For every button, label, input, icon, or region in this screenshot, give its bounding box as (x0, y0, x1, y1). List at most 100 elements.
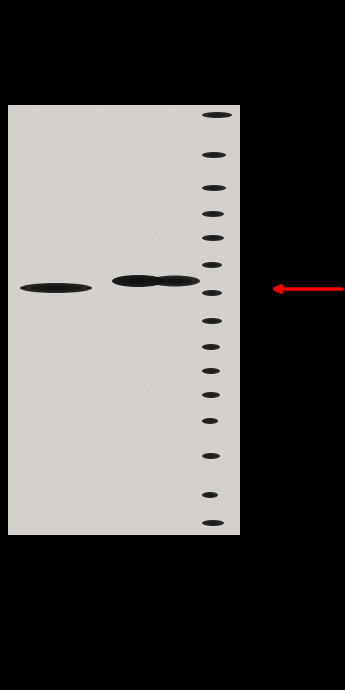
Point (146, 300, 151, 311)
Point (92, 324, 97, 335)
Point (14, 478, 20, 489)
Point (75, 516, 81, 527)
Point (231, 215, 237, 226)
Point (60, 474, 66, 485)
Point (74, 389, 80, 400)
Point (178, 491, 184, 502)
Point (89, 261, 95, 272)
Point (22, 473, 27, 484)
Point (11, 153, 17, 164)
Point (99, 225, 105, 236)
Point (201, 192, 207, 203)
Point (111, 206, 117, 217)
Point (141, 106, 147, 117)
Point (92, 104, 98, 115)
Point (27, 436, 32, 447)
Point (146, 470, 152, 481)
Point (130, 526, 136, 537)
Point (25, 142, 30, 153)
Point (112, 229, 117, 240)
Point (73, 285, 79, 296)
Point (155, 331, 160, 342)
Point (70, 471, 76, 482)
Point (161, 150, 167, 161)
Point (183, 475, 189, 486)
Point (188, 180, 194, 191)
Point (210, 104, 216, 115)
Point (13, 141, 19, 152)
Point (111, 520, 117, 531)
Point (170, 128, 176, 139)
Point (121, 273, 126, 284)
Point (149, 290, 155, 302)
Point (132, 447, 138, 458)
Point (183, 270, 188, 281)
Point (30, 258, 36, 269)
Point (221, 139, 227, 150)
Point (203, 157, 208, 168)
Point (38, 120, 43, 131)
Point (63, 123, 69, 134)
Point (58, 139, 64, 150)
Point (91, 343, 97, 354)
Point (205, 287, 210, 298)
Point (165, 354, 170, 365)
Point (158, 357, 164, 368)
Point (45, 275, 50, 286)
Point (16, 315, 22, 326)
Point (167, 399, 173, 410)
Point (145, 386, 150, 397)
Point (63, 317, 69, 328)
Point (178, 384, 184, 395)
Point (105, 213, 110, 224)
Point (197, 201, 203, 213)
Point (208, 205, 214, 216)
Point (23, 216, 29, 227)
Point (79, 492, 85, 503)
Point (110, 261, 116, 272)
Point (106, 435, 111, 446)
Point (217, 482, 222, 493)
Point (36, 138, 42, 149)
Point (230, 519, 236, 530)
Point (186, 311, 191, 322)
Point (155, 351, 160, 362)
Point (37, 131, 42, 142)
Point (17, 389, 23, 400)
Point (180, 113, 186, 124)
Point (71, 404, 76, 415)
Point (112, 230, 117, 241)
Point (55, 446, 60, 457)
Point (148, 216, 154, 227)
Point (29, 174, 34, 185)
Point (122, 421, 128, 432)
Point (184, 460, 189, 471)
Point (80, 290, 86, 302)
Point (15, 128, 20, 139)
Point (20, 107, 25, 118)
Point (150, 323, 156, 334)
Point (211, 273, 217, 284)
Point (179, 279, 185, 290)
Point (33, 495, 39, 506)
Point (211, 415, 216, 426)
Point (85, 103, 90, 114)
Point (125, 264, 130, 275)
Point (196, 124, 202, 135)
Point (199, 166, 204, 177)
Point (127, 370, 132, 381)
Point (218, 468, 224, 479)
Point (228, 266, 233, 277)
Point (174, 470, 179, 481)
Point (201, 400, 207, 411)
Point (150, 188, 156, 199)
Point (187, 303, 192, 314)
Point (23, 281, 28, 292)
Point (141, 219, 147, 230)
Point (194, 286, 200, 297)
Point (31, 182, 37, 193)
Point (128, 357, 133, 368)
Point (184, 325, 190, 336)
Point (215, 132, 220, 144)
Point (27, 112, 32, 124)
